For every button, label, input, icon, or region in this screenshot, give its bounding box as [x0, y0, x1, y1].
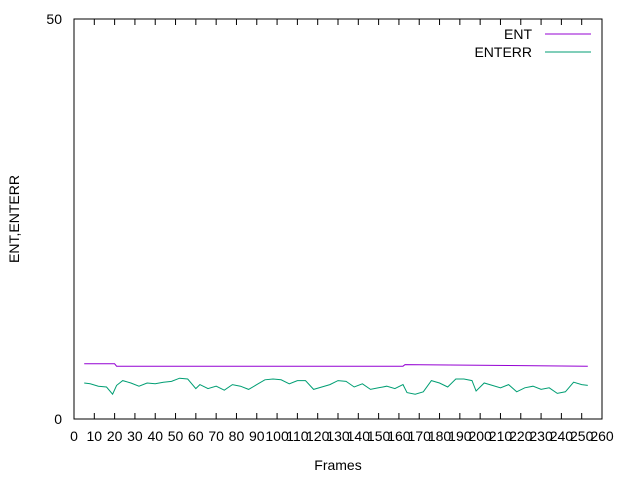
series-layer: [84, 363, 588, 396]
x-tick-label-9: 90: [249, 428, 265, 444]
x-tick-label-8: 80: [229, 428, 245, 444]
y-axis-label: ENT,ENTERR: [6, 175, 22, 263]
x-tick-label-2: 20: [107, 428, 123, 444]
x-tick-label-12: 120: [306, 428, 330, 444]
x-tick-label-3: 30: [127, 428, 143, 444]
x-tick-label-6: 60: [188, 428, 204, 444]
y-tick-label-0: 0: [54, 411, 62, 427]
series-line-enterr: [84, 377, 588, 396]
legend-label-enterr: ENTERR: [474, 44, 532, 60]
x-axis-label: Frames: [314, 457, 361, 473]
x-tick-label-11: 110: [286, 428, 309, 444]
x-tick-label-13: 130: [326, 428, 350, 444]
x-tick-label-10: 100: [265, 428, 289, 444]
series-line-ent: [84, 363, 588, 367]
x-tick-label-1: 10: [87, 428, 103, 444]
x-tick-label-26: 260: [590, 428, 614, 444]
plot-frame: [73, 18, 603, 420]
x-tick-label-18: 180: [428, 428, 452, 444]
x-tick-label-7: 70: [208, 428, 224, 444]
x-tick-label-5: 50: [168, 428, 184, 444]
x-tick-label-21: 210: [489, 428, 513, 444]
x-tick-label-22: 220: [509, 428, 533, 444]
x-tick-label-4: 40: [147, 428, 163, 444]
x-tick-label-24: 240: [550, 428, 574, 444]
x-tick-label-25: 250: [570, 428, 594, 444]
x-tick-label-16: 160: [387, 428, 411, 444]
x-tick-label-15: 150: [367, 428, 391, 444]
x-tick-label-14: 140: [347, 428, 371, 444]
x-tick-label-23: 230: [529, 428, 553, 444]
x-tick-label-0: 0: [70, 428, 78, 444]
x-tick-label-17: 170: [408, 428, 432, 444]
axis-ticks: 0 10 20 30 40 50 60 70 80 90 100110120130140150160…: [46, 11, 613, 444]
y-tick-label-1: 50: [46, 11, 62, 27]
x-tick-label-19: 190: [448, 428, 472, 444]
x-tick-label-20: 200: [468, 428, 492, 444]
legend: ENT ENTERR: [474, 26, 591, 60]
legend-label-ent: ENT: [504, 26, 532, 42]
